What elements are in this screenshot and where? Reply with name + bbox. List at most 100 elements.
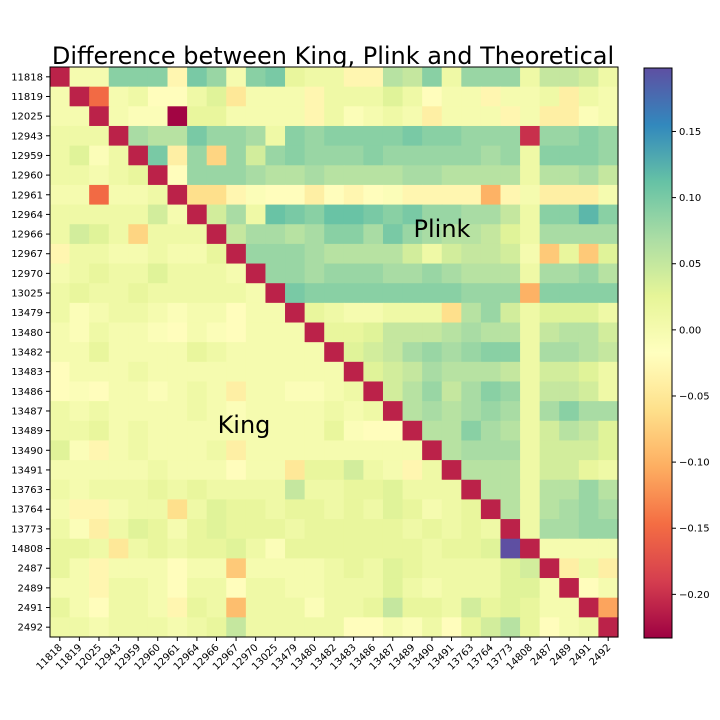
heatmap-cell [480, 519, 502, 540]
heatmap-cell [402, 106, 423, 127]
heatmap-cell [598, 204, 619, 225]
heatmap-cell [265, 420, 286, 442]
heatmap-cell [598, 145, 619, 166]
heatmap-cell [520, 578, 541, 599]
heatmap-cell [167, 460, 188, 481]
heatmap-cell [382, 440, 404, 461]
heatmap-cell [108, 578, 129, 599]
heatmap-cell [402, 302, 423, 324]
heatmap-cell [343, 558, 364, 579]
heatmap-cell [539, 184, 560, 206]
heatmap-cell [382, 165, 404, 186]
heatmap-cell [245, 499, 267, 520]
heatmap-cell [598, 617, 619, 638]
heatmap-cell [89, 479, 110, 501]
heatmap-cell [147, 578, 169, 599]
heatmap-cell [598, 184, 619, 206]
heatmap-cell [520, 460, 541, 481]
heatmap-cell [598, 499, 619, 520]
heatmap-cell [245, 204, 267, 225]
heatmap-cell [108, 401, 129, 422]
heatmap-cell [480, 86, 502, 107]
heatmap-cell [108, 519, 129, 540]
heatmap-cell [265, 401, 286, 422]
heatmap-cell [245, 263, 267, 284]
heatmap-cell [461, 342, 482, 363]
heatmap-cell [480, 243, 502, 265]
heatmap-cell [441, 263, 462, 284]
heatmap-cell [69, 204, 90, 225]
heatmap-cell [441, 283, 462, 304]
heatmap-cell [480, 578, 502, 599]
heatmap-cell [324, 243, 345, 265]
heatmap-cell [598, 401, 619, 422]
heatmap-cell [559, 381, 580, 402]
heatmap-cell [226, 342, 247, 363]
heatmap-cell [128, 67, 149, 88]
heatmap-cell [480, 479, 502, 501]
heatmap-cell [226, 106, 247, 127]
heatmap-cell [480, 401, 502, 422]
heatmap-cell [206, 381, 227, 402]
heatmap-cell [69, 263, 90, 284]
heatmap-cell [363, 440, 384, 461]
heatmap-cell [441, 440, 462, 461]
heatmap-cell [69, 420, 90, 442]
heatmap-cell [343, 420, 364, 442]
heatmap-cell [363, 578, 384, 599]
heatmap-cell [245, 342, 267, 363]
heatmap-cell [147, 67, 169, 88]
heatmap-cell [559, 106, 580, 127]
heatmap-cell [343, 243, 364, 265]
heatmap-cell [128, 381, 149, 402]
heatmap-cell [539, 243, 560, 265]
heatmap-cell [206, 184, 227, 206]
heatmap-cell [480, 302, 502, 324]
heatmap-cell [461, 381, 482, 402]
heatmap-cell [363, 106, 384, 127]
heatmap-cell [206, 361, 227, 383]
heatmap-cell [50, 184, 71, 206]
heatmap-cell [559, 283, 580, 304]
heatmap-cell [245, 67, 267, 88]
heatmap-cell [578, 499, 600, 520]
heatmap-cell [402, 86, 423, 107]
heatmap-cell [187, 184, 208, 206]
heatmap-cell [285, 302, 306, 324]
heatmap-cell [343, 106, 364, 127]
heatmap-cell [520, 204, 541, 225]
heatmap-cell [382, 322, 404, 343]
heatmap-cell [539, 204, 560, 225]
heatmap-cell [578, 145, 600, 166]
heatmap-cell [441, 361, 462, 383]
heatmap-cell [187, 617, 208, 638]
heatmap-cell [206, 86, 227, 107]
heatmap-cell [147, 538, 169, 559]
heatmap-cell [520, 302, 541, 324]
heatmap-cell [559, 165, 580, 186]
heatmap-cell [441, 145, 462, 166]
heatmap-cell [598, 519, 619, 540]
heatmap-cell [187, 67, 208, 88]
heatmap-cell [206, 440, 227, 461]
heatmap-cell [226, 125, 247, 147]
heatmap-cell [206, 401, 227, 422]
heatmap-cell [598, 322, 619, 343]
heatmap-cell [226, 322, 247, 343]
heatmap-cell [539, 578, 560, 599]
heatmap-cell [265, 125, 286, 147]
heatmap-cell [343, 302, 364, 324]
heatmap-cell [285, 86, 306, 107]
heatmap-cell [285, 165, 306, 186]
heatmap-cell [324, 86, 345, 107]
y-tick-label: 13489 [11, 426, 43, 437]
heatmap-cell [226, 145, 247, 166]
heatmap-cell [559, 401, 580, 422]
y-tick-label: 14808 [11, 544, 43, 555]
heatmap-cell [167, 597, 188, 618]
heatmap-cell [245, 420, 267, 442]
heatmap-cell [343, 224, 364, 245]
heatmap-cell [324, 381, 345, 402]
heatmap-cell [128, 165, 149, 186]
heatmap-cell [187, 86, 208, 107]
